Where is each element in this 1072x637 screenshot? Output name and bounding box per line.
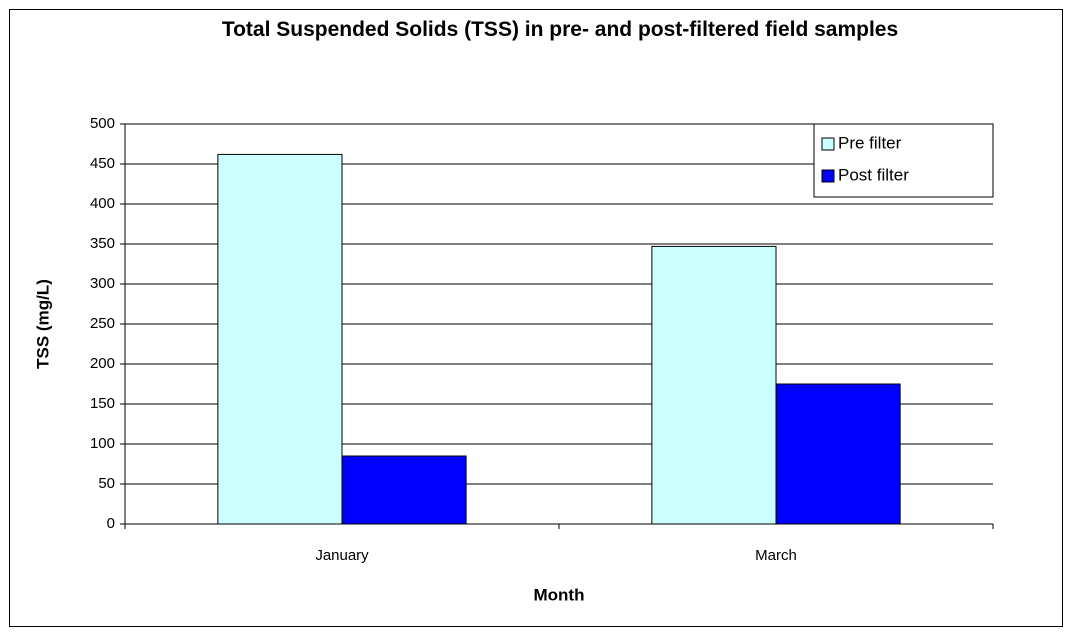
y-tick-label: 300 [90, 275, 115, 292]
y-axis-label: TSS (mg/L) [33, 279, 52, 369]
y-tick-label: 50 [98, 475, 115, 492]
y-tick-label: 150 [90, 395, 115, 412]
x-tick-label: March [755, 547, 797, 564]
y-tick-label: 500 [90, 115, 115, 132]
legend-label: Post filter [838, 165, 909, 184]
chart-frame [9, 9, 1063, 627]
bar [651, 245, 777, 525]
x-axis-label: Month [534, 585, 585, 604]
y-tick-label: 400 [90, 195, 115, 212]
y-tick-label: 350 [90, 235, 115, 252]
bar [341, 455, 467, 525]
y-tick-label: 250 [90, 315, 115, 332]
legend-label: Pre filter [838, 133, 902, 152]
x-tick-label: January [315, 547, 369, 564]
y-tick-label: 100 [90, 435, 115, 452]
legend-swatch [821, 137, 835, 151]
chart-title: Total Suspended Solids (TSS) in pre- and… [221, 18, 899, 41]
bar [775, 383, 901, 525]
y-tick-label: 200 [90, 355, 115, 372]
y-tick-label: 0 [107, 515, 115, 532]
legend-swatch [821, 169, 835, 183]
bar [217, 153, 343, 525]
y-tick-label: 450 [90, 155, 115, 172]
legend-box [813, 123, 994, 198]
